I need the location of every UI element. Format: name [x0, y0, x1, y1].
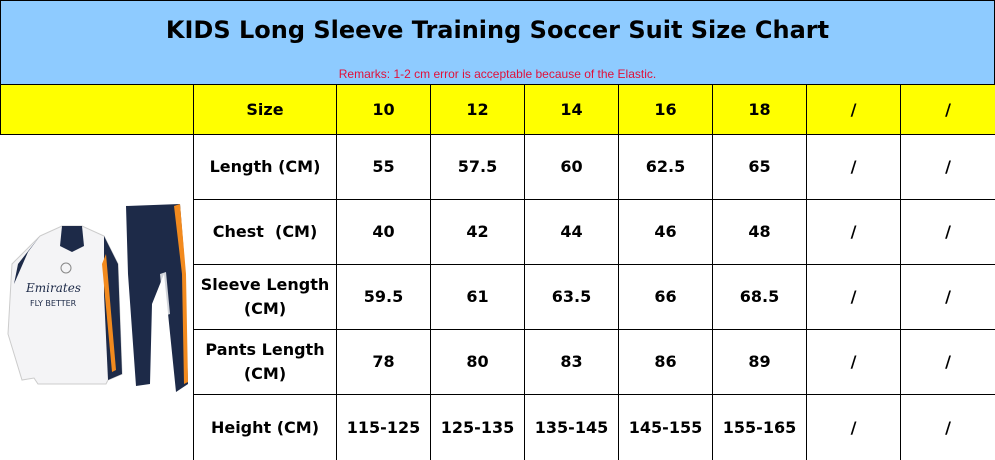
table-cell: 80 [430, 329, 525, 395]
table-cell: 145-155 [618, 394, 713, 460]
table-cell: 46 [618, 199, 713, 265]
header-band [0, 0, 995, 85]
size-header: 18 [712, 84, 807, 135]
table-cell: 60 [524, 134, 619, 200]
size-header: / [900, 84, 995, 135]
size-header: 14 [524, 84, 619, 135]
table-cell: 61 [430, 264, 525, 330]
table-cell: / [806, 394, 901, 460]
table-cell: / [900, 199, 995, 265]
table-cell: / [806, 134, 901, 200]
table-cell: 57.5 [430, 134, 525, 200]
row-label: Chest (CM) [193, 199, 337, 265]
table-cell: / [900, 329, 995, 395]
table-cell: 83 [524, 329, 619, 395]
table-cell: 40 [336, 199, 431, 265]
title: KIDS Long Sleeve Training Soccer Suit Si… [165, 16, 830, 44]
header-label: Size [193, 84, 337, 135]
table-cell: 62.5 [618, 134, 713, 200]
row-label: Height (CM) [193, 394, 337, 460]
corner-cell [0, 84, 194, 135]
size-header: / [806, 84, 901, 135]
table-cell: / [900, 394, 995, 460]
table-cell: 55 [336, 134, 431, 200]
table-cell: / [900, 264, 995, 330]
product-image: Emirates FLY BETTER [7, 204, 188, 392]
table-cell: 78 [336, 329, 431, 395]
table-cell: / [900, 134, 995, 200]
table-cell: 66 [618, 264, 713, 330]
table-cell: 115-125 [336, 394, 431, 460]
svg-text:Emirates: Emirates [25, 281, 81, 295]
size-header: 12 [430, 84, 525, 135]
table-cell: / [806, 329, 901, 395]
table-cell: 135-145 [524, 394, 619, 460]
table-cell: 59.5 [336, 264, 431, 330]
size-header: 16 [618, 84, 713, 135]
table-cell: 65 [712, 134, 807, 200]
table-cell: / [806, 264, 901, 330]
svg-text:FLY BETTER: FLY BETTER [30, 299, 77, 308]
table-cell: 89 [712, 329, 807, 395]
table-cell: 63.5 [524, 264, 619, 330]
table-cell: 44 [524, 199, 619, 265]
table-cell: 42 [430, 199, 525, 265]
table-cell: 86 [618, 329, 713, 395]
row-label: Pants Length (CM) [193, 329, 337, 395]
row-label: Sleeve Length (CM) [193, 264, 337, 330]
row-label: Length (CM) [193, 134, 337, 200]
size-header: 10 [336, 84, 431, 135]
table-cell: 125-135 [430, 394, 525, 460]
table-cell: 68.5 [712, 264, 807, 330]
table-cell: 155-165 [712, 394, 807, 460]
remarks: Remarks: 1-2 cm error is acceptable beca… [338, 67, 657, 81]
table-cell: 48 [712, 199, 807, 265]
table-cell: / [806, 199, 901, 265]
